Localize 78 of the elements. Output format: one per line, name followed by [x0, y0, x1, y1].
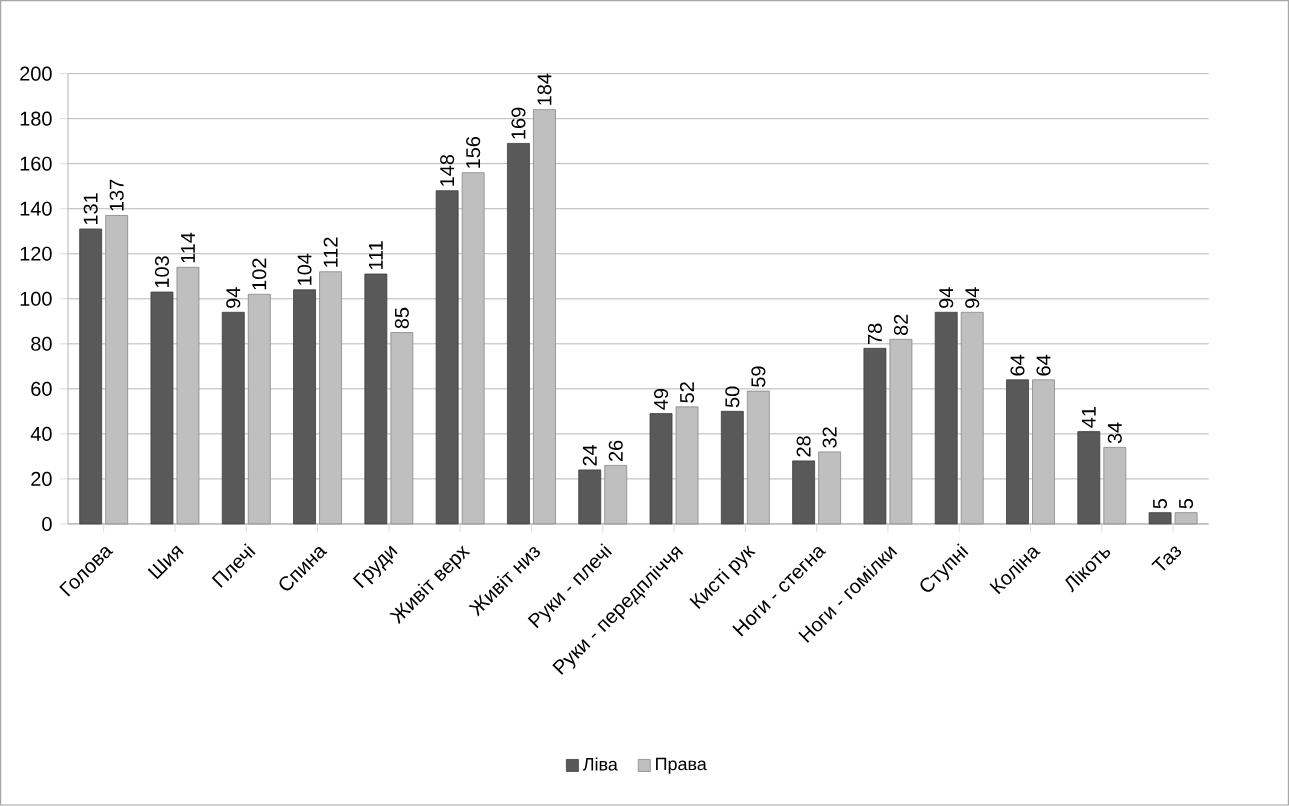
- bar: [889, 339, 913, 525]
- data-label: 104: [297, 253, 312, 285]
- data-label: 103: [154, 256, 170, 288]
- bar: [1103, 447, 1127, 525]
- data-label: 28: [796, 436, 811, 457]
- y-tick-label: 60: [31, 381, 52, 397]
- bar: [319, 271, 342, 525]
- bar: [1032, 379, 1055, 525]
- data-label: 5: [1179, 499, 1194, 509]
- bar: [934, 312, 958, 525]
- data-label: 34: [1107, 422, 1122, 444]
- bar: [1006, 379, 1029, 525]
- data-label: 64: [1010, 354, 1025, 376]
- data-label: 156: [466, 137, 481, 168]
- bar: [1174, 512, 1198, 525]
- bar: [720, 411, 744, 525]
- data-label: 94: [226, 287, 241, 309]
- data-label: 52: [679, 382, 695, 403]
- data-label: 59: [751, 366, 766, 388]
- bar: [507, 143, 530, 525]
- bar: [293, 289, 316, 525]
- y-tick-label: 180: [20, 111, 52, 126]
- data-label: 112: [323, 237, 338, 267]
- y-tick-label: 20: [31, 471, 52, 487]
- data-label: 24: [582, 445, 597, 466]
- legend-label: Права: [656, 757, 707, 774]
- data-label: 50: [725, 386, 740, 408]
- bar: [649, 413, 673, 525]
- y-tick-label: 80: [31, 336, 52, 352]
- bar: [247, 294, 271, 525]
- data-label: 111: [368, 241, 383, 270]
- bar: [1148, 512, 1172, 525]
- bar: [960, 312, 984, 525]
- legend-label: Ліва: [582, 757, 618, 771]
- data-label: 32: [822, 427, 837, 448]
- bar: [390, 332, 414, 525]
- data-label: 26: [608, 440, 623, 462]
- data-label: 114: [181, 232, 195, 263]
- bar: [675, 406, 699, 525]
- data-label: 131: [83, 193, 98, 225]
- bar: [221, 312, 245, 525]
- bar: [792, 460, 816, 525]
- data-label: 41: [1081, 407, 1096, 428]
- data-label: 184: [537, 73, 552, 105]
- data-label: 94: [965, 287, 980, 309]
- data-label: 137: [109, 179, 124, 211]
- y-tick-label: 0: [42, 517, 52, 532]
- bar: [533, 109, 556, 525]
- bar: [604, 465, 628, 525]
- bar: [364, 273, 388, 525]
- data-label: 78: [867, 323, 882, 345]
- data-label: 82: [893, 314, 908, 336]
- bar: [818, 451, 842, 525]
- y-tick-label: 140: [20, 201, 52, 216]
- bar: [578, 469, 602, 525]
- data-label: 94: [939, 287, 954, 309]
- data-label: 102: [252, 258, 267, 290]
- x-tick-label: Таз: [1151, 546, 1182, 571]
- data-label: 64: [1036, 354, 1051, 376]
- data-label: 148: [440, 155, 455, 186]
- y-tick-label: 120: [20, 246, 52, 261]
- data-label: 49: [653, 389, 669, 410]
- y-tick-label: 100: [20, 291, 52, 306]
- data-label: 85: [394, 307, 409, 329]
- data-label: 169: [511, 107, 526, 139]
- bar: [863, 348, 887, 525]
- y-tick-label: 40: [30, 426, 52, 442]
- y-tick-label: 200: [20, 66, 52, 81]
- bar: [1077, 431, 1101, 525]
- bar: [150, 291, 174, 525]
- bar: [105, 215, 129, 525]
- bar: [79, 228, 103, 525]
- bar: [461, 172, 485, 525]
- bar: [435, 190, 459, 525]
- bar: [176, 267, 200, 525]
- bar: [746, 390, 770, 525]
- y-tick-label: 160: [20, 156, 52, 171]
- data-label: 5: [1153, 499, 1168, 509]
